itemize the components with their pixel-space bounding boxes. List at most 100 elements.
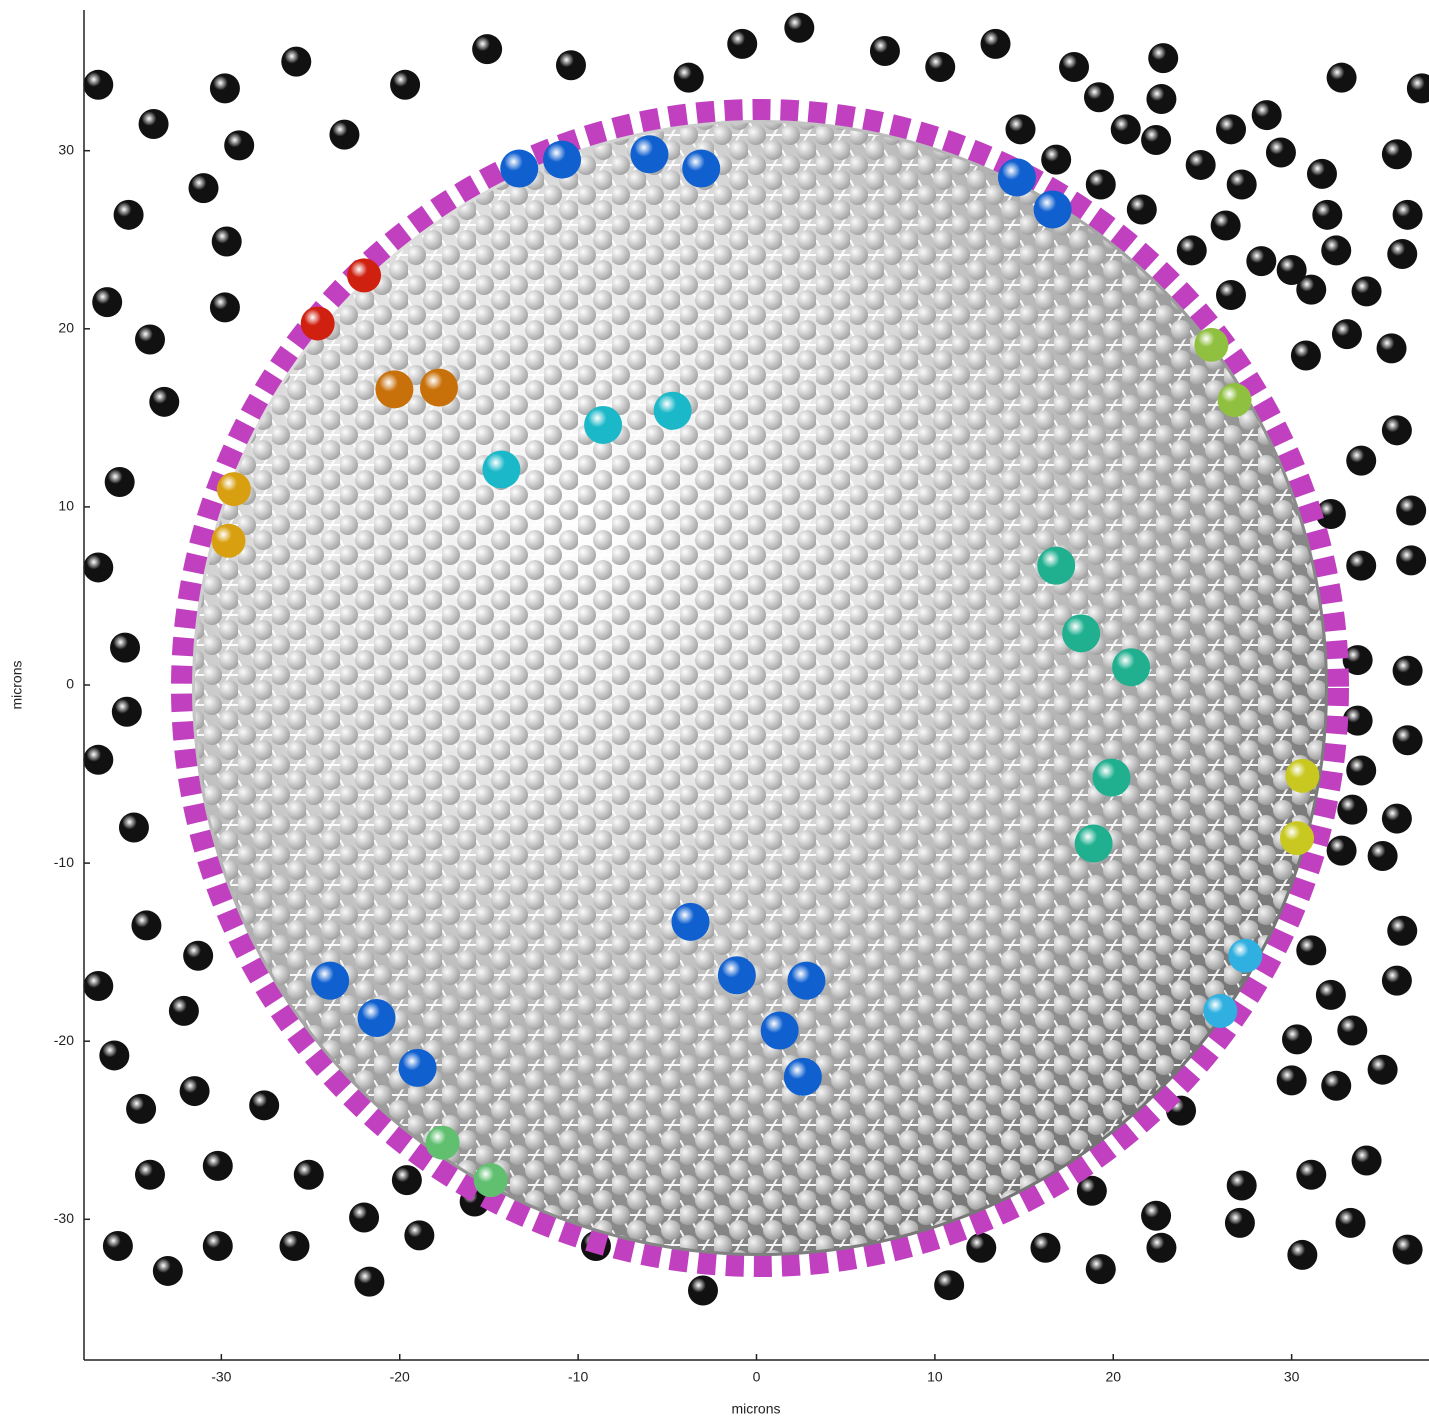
- particle: [1387, 239, 1417, 269]
- particle: [83, 552, 113, 582]
- particle: [180, 1076, 210, 1106]
- particle: [934, 1270, 964, 1300]
- particle: [998, 158, 1036, 196]
- particle: [114, 200, 144, 230]
- particle: [1186, 150, 1216, 180]
- particle: [1346, 551, 1376, 581]
- particle: [1216, 114, 1246, 144]
- particle: [784, 1058, 822, 1096]
- particle: [1382, 139, 1412, 169]
- particle: [169, 996, 199, 1026]
- particle: [311, 962, 349, 1000]
- particle: [718, 956, 756, 994]
- particle: [1282, 1024, 1312, 1054]
- y-tick-label: 0: [66, 676, 74, 692]
- particle: [1211, 211, 1241, 241]
- particle: [1346, 755, 1376, 785]
- particle: [1352, 276, 1382, 306]
- particle: [279, 1231, 309, 1261]
- particle: [1228, 939, 1262, 973]
- particle: [682, 150, 720, 188]
- particle: [1387, 916, 1417, 946]
- particle: [1396, 495, 1426, 525]
- particle: [1030, 1233, 1060, 1263]
- particle: [392, 1165, 422, 1195]
- particle: [787, 962, 825, 1000]
- particle: [688, 1276, 718, 1306]
- particle: [1218, 383, 1252, 417]
- particle: [1382, 966, 1412, 996]
- particle: [1337, 1016, 1367, 1046]
- x-axis-label: microns: [731, 1401, 780, 1417]
- particle: [1141, 125, 1171, 155]
- particle: [500, 150, 538, 188]
- particle: [83, 745, 113, 775]
- particle: [1336, 1208, 1366, 1238]
- particle: [149, 387, 179, 417]
- particle: [1368, 841, 1398, 871]
- particle: [301, 306, 335, 340]
- particle: [103, 1231, 133, 1261]
- particle: [1296, 935, 1326, 965]
- particle: [870, 36, 900, 66]
- particle: [482, 450, 520, 488]
- particle: [925, 52, 955, 82]
- particle: [1312, 200, 1342, 230]
- particle: [1393, 656, 1423, 686]
- particle: [1194, 328, 1228, 362]
- particle: [135, 1160, 165, 1190]
- particle: [1316, 980, 1346, 1010]
- particle: [1296, 1160, 1326, 1190]
- particle: [1037, 547, 1075, 585]
- particle: [1246, 246, 1276, 276]
- particle: [375, 370, 413, 408]
- particle: [1034, 190, 1072, 228]
- particle: [210, 73, 240, 103]
- particle: [1352, 1146, 1382, 1176]
- particle: [1227, 170, 1257, 200]
- particle: [1146, 1233, 1176, 1263]
- particle: [1203, 994, 1237, 1028]
- particle: [966, 1233, 996, 1263]
- particle: [83, 70, 113, 100]
- particle: [1127, 194, 1157, 224]
- particle: [249, 1090, 279, 1120]
- particle: [203, 1151, 233, 1181]
- x-tick-label: -20: [390, 1369, 410, 1385]
- particle: [1062, 614, 1100, 652]
- particle: [1041, 145, 1071, 175]
- particle: [420, 369, 458, 407]
- particle: [210, 292, 240, 322]
- particle: [1285, 759, 1319, 793]
- particle: [1377, 333, 1407, 363]
- particle: [584, 406, 622, 444]
- particle: [1307, 159, 1337, 189]
- particle: [1266, 137, 1296, 167]
- particle: [110, 633, 140, 663]
- particle: [727, 29, 757, 59]
- particle: [1346, 446, 1376, 476]
- particle: [784, 13, 814, 43]
- particle: [390, 70, 420, 100]
- x-tick-label: -30: [211, 1369, 231, 1385]
- particle: [347, 258, 381, 292]
- particle: [153, 1256, 183, 1286]
- particle: [1086, 170, 1116, 200]
- particle: [211, 524, 245, 558]
- particle: [112, 697, 142, 727]
- particle: [83, 971, 113, 1001]
- particle: [358, 999, 396, 1037]
- x-tick-label: -10: [568, 1369, 588, 1385]
- particle: [139, 109, 169, 139]
- particle: [399, 1049, 437, 1087]
- particle: [472, 34, 502, 64]
- particle: [1148, 43, 1178, 73]
- particle: [1059, 52, 1089, 82]
- particle: [349, 1203, 379, 1233]
- particle: [1382, 804, 1412, 834]
- particle: [556, 50, 586, 80]
- particle: [281, 47, 311, 77]
- particle: [329, 120, 359, 150]
- y-tick-label: 20: [58, 320, 74, 336]
- y-tick-label: -10: [54, 854, 74, 870]
